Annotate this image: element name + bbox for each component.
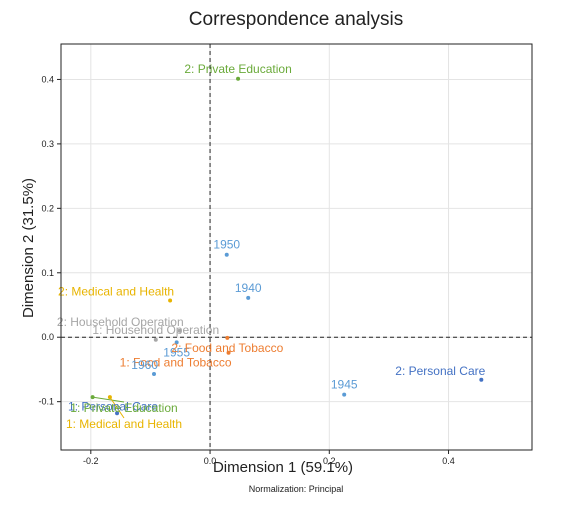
point-label-0: 2: Private Education — [184, 62, 291, 76]
point-label-11: 2: Personal Care — [395, 364, 485, 378]
point-2 — [246, 295, 251, 300]
normalization-note: Normalization: Principal — [249, 484, 344, 494]
point-label-7: 2: Food and Tobacco — [171, 341, 283, 355]
leader-13 — [92, 396, 125, 403]
point-3 — [168, 298, 173, 303]
point-0 — [236, 76, 241, 81]
point-6 — [174, 340, 179, 345]
point-label-5: 1: Household Operation — [92, 323, 219, 337]
x-tick-label-0: -0.2 — [83, 456, 99, 466]
point-9 — [152, 371, 157, 376]
point-label-14: 1: Medical and Health — [66, 417, 182, 431]
y-tick-label-0: -0.1 — [38, 397, 54, 407]
point-5 — [153, 337, 158, 342]
reference-lines — [61, 44, 532, 450]
point-label-3: 2: Medical and Health — [58, 284, 174, 298]
point-label-1: 1950 — [213, 238, 240, 252]
y-tick-label-3: 0.2 — [41, 203, 54, 213]
point-10 — [342, 392, 347, 397]
x-axis-title: Dimension 1 (59.1%) — [213, 459, 353, 476]
point-labels: 2: Private Education 1950 1940 2: Medical a… — [57, 62, 486, 431]
point-label-9: 1960 — [131, 358, 158, 372]
x-tick-label-2: 0.2 — [323, 456, 336, 466]
point-4 — [177, 328, 182, 333]
grid-lines — [61, 44, 532, 450]
chart-title: Correspondence analysis — [189, 9, 403, 30]
y-axis-title: Dimension 2 (31.5%) — [20, 178, 37, 318]
y-axis-ticks: -0.1 0.0 0.1 0.2 0.3 0.4 — [38, 74, 61, 407]
point-1 — [224, 252, 229, 257]
point-label-10: 1945 — [331, 378, 358, 392]
y-tick-label-4: 0.3 — [41, 139, 54, 149]
point-label-4: 2: Household Operation — [57, 315, 184, 329]
plot-frame — [60, 43, 533, 451]
data-points — [90, 76, 484, 416]
y-tick-label-1: 0.0 — [41, 332, 54, 342]
point-label-2: 1940 — [235, 281, 262, 295]
x-tick-label-3: 0.4 — [442, 456, 455, 466]
label-leaders — [92, 396, 125, 419]
point-14 — [107, 395, 112, 400]
point-13 — [90, 395, 95, 400]
y-tick-label-2: 0.1 — [41, 268, 54, 278]
point-label-12: 1: Personal Care — [68, 399, 158, 413]
x-tick-label-1: 0.0 — [204, 456, 217, 466]
point-label-6: 1955 — [163, 345, 190, 359]
leader-14 — [109, 396, 125, 419]
point-7 — [225, 335, 230, 340]
point-8 — [226, 350, 231, 355]
x-axis-ticks: -0.2 0.0 0.2 0.4 — [83, 450, 455, 466]
point-label-8: 1: Food and Tobacco — [120, 356, 232, 370]
point-12 — [115, 411, 120, 416]
y-tick-label-5: 0.4 — [41, 74, 54, 84]
point-label-13: 1: Private Education — [70, 401, 177, 415]
point-11 — [479, 377, 484, 382]
